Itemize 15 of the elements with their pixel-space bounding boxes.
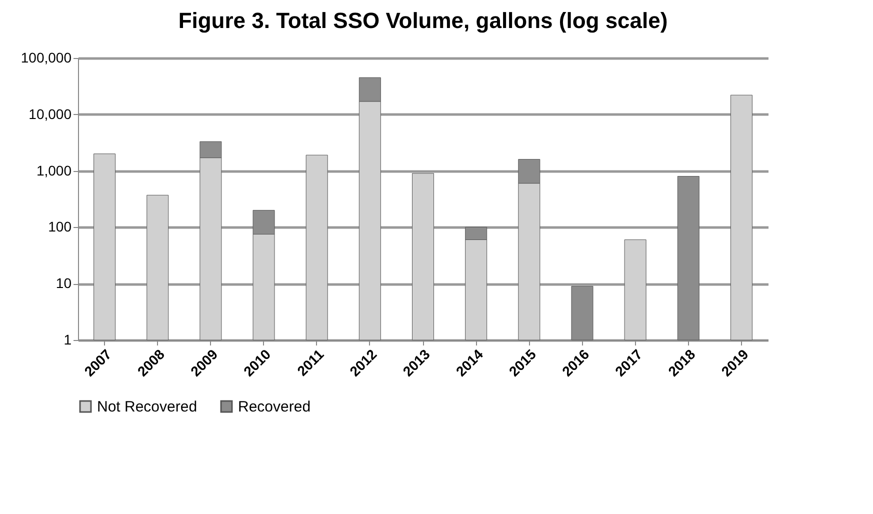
y-tick-label: 100 bbox=[48, 218, 72, 235]
y-tick-label: 1,000 bbox=[36, 162, 72, 178]
y-tick-label: 10 bbox=[56, 275, 72, 292]
legend-label: Recovered bbox=[238, 398, 311, 416]
bar bbox=[306, 154, 328, 340]
bar bbox=[624, 239, 646, 340]
y-tick-label: 100,000 bbox=[20, 50, 72, 66]
legend-label: Not Recovered bbox=[97, 398, 198, 416]
chart-title: Figure 3. Total SSO Volume, gallons (log scale) bbox=[178, 8, 668, 33]
bar bbox=[730, 94, 752, 340]
bar bbox=[146, 194, 169, 340]
bar bbox=[94, 154, 116, 340]
bar bbox=[412, 173, 434, 340]
y-tick-label: 1 bbox=[64, 332, 72, 348]
y-tick-label: 10,000 bbox=[28, 106, 72, 122]
